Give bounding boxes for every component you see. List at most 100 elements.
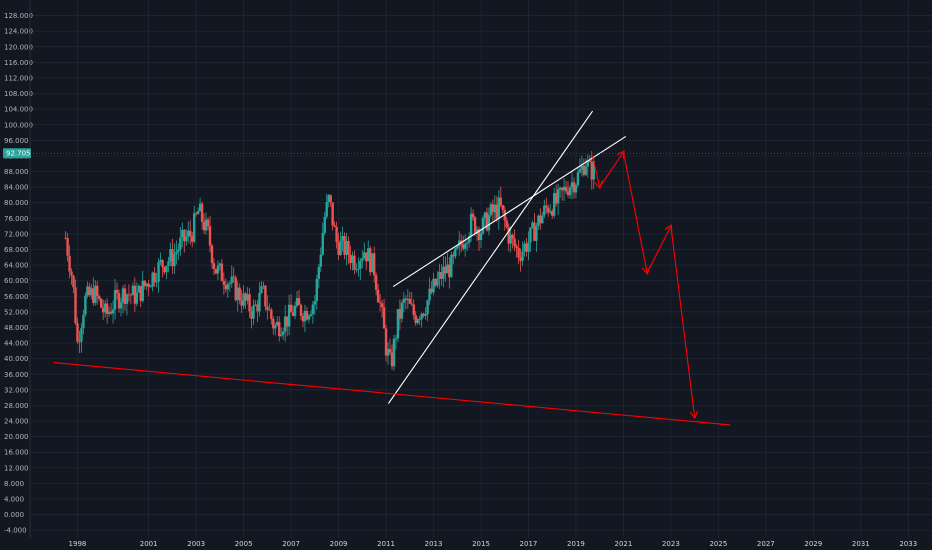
x-tick-label: 2021 [615, 540, 633, 548]
candle-body [214, 268, 218, 274]
y-tick-label: 20.000 [4, 433, 29, 441]
candle-body [448, 264, 451, 278]
candle-body [293, 305, 297, 316]
candle-body [92, 288, 95, 303]
y-tick-label: 16.000 [4, 449, 29, 457]
candle-body [121, 288, 125, 303]
candle-body [390, 352, 394, 367]
candle-body [545, 205, 548, 208]
candle-body [489, 204, 493, 216]
candle-body [103, 303, 107, 313]
candle-body [580, 165, 584, 170]
candle-body [242, 293, 245, 306]
x-tick-label: 2027 [757, 540, 775, 548]
y-tick-label: 120.000 [4, 43, 33, 51]
candle-body [479, 233, 483, 241]
candle-body [232, 276, 235, 278]
candle-body [475, 229, 479, 234]
candle-body [167, 261, 170, 266]
candle-body [533, 222, 536, 241]
candle-body [274, 325, 277, 329]
y-tick-label: 4.000 [4, 496, 24, 504]
y-tick-label: 40.000 [4, 355, 29, 363]
candle-body [408, 298, 411, 304]
candle-body [430, 288, 433, 293]
y-tick-label: 72.000 [4, 230, 29, 238]
y-tick-label: 84.000 [4, 184, 29, 192]
candle-body [123, 288, 127, 304]
forecast-arrow[interactable] [592, 155, 600, 187]
candle-body [133, 285, 137, 304]
candle-body [337, 242, 340, 255]
drawing-annotations[interactable] [53, 110, 731, 426]
candle-body [446, 264, 449, 274]
candle-body [228, 283, 231, 285]
candle-body [64, 237, 67, 239]
candle-body [428, 288, 431, 301]
candle-body [454, 248, 457, 257]
support-line[interactable] [53, 362, 731, 426]
candle-body [450, 254, 453, 278]
y-tick-label: 96.000 [4, 137, 29, 145]
candle-body [165, 265, 168, 273]
candle-body [196, 211, 200, 215]
candle-body [331, 202, 334, 226]
candle-body [432, 278, 435, 293]
forecast-arrow[interactable] [599, 152, 624, 188]
y-tick-label: 32.000 [4, 386, 29, 394]
candle-body [359, 260, 362, 269]
candle-body [501, 205, 504, 210]
y-tick-label: 52.000 [4, 308, 29, 316]
candle-body [127, 294, 131, 296]
candle-body [181, 229, 184, 238]
candle-body [80, 328, 83, 342]
candle-body [169, 249, 172, 262]
y-tick-label: 108.000 [4, 90, 33, 98]
candle-body [345, 240, 348, 255]
candle-body [434, 278, 437, 286]
candle-body [319, 254, 322, 267]
candle-body [592, 161, 595, 180]
candle-body [86, 286, 89, 296]
candle-body [254, 304, 257, 306]
channel-line[interactable] [387, 110, 594, 404]
candle-body [250, 311, 253, 319]
candle-body [159, 260, 162, 263]
candle-body [98, 296, 101, 299]
candle-body [353, 255, 356, 270]
candle-body [376, 289, 380, 303]
candle-body [412, 304, 415, 316]
candle-body [153, 272, 156, 283]
candle-body [192, 213, 196, 242]
candle-body [208, 226, 212, 246]
channel-line[interactable] [392, 135, 627, 288]
candle-body [519, 257, 522, 261]
x-axis[interactable]: 1998 2001 2003 2005 2007 2009 2011 2013 2015 2017… [69, 540, 918, 548]
candle-body [422, 313, 425, 316]
candle-body [420, 313, 423, 320]
candle-body [505, 220, 508, 228]
candle-body [149, 286, 152, 288]
candle-body [517, 247, 520, 258]
candle-body [554, 193, 558, 204]
candle-body [521, 251, 524, 261]
current-price-tag-bg [3, 148, 31, 159]
y-axis[interactable]: -4.000 0.000 4.000 8.000 12.000 16.000 20.000 2… [4, 0, 33, 538]
forecast-arrow[interactable] [646, 226, 671, 274]
candle-body [147, 283, 150, 288]
candle-body [173, 254, 176, 267]
candle-body [202, 221, 206, 231]
candle-body [185, 236, 188, 242]
candle-body [456, 246, 459, 249]
candle-body [76, 323, 79, 342]
candle-body [171, 249, 174, 267]
candle-body [539, 215, 542, 224]
forecast-arrow[interactable] [622, 151, 647, 273]
candle-body [491, 204, 495, 213]
candle-body [191, 236, 194, 242]
candle-body [388, 349, 392, 353]
forecast-arrow[interactable] [670, 226, 695, 417]
x-tick-label: 2019 [567, 540, 585, 548]
y-tick-label: 124.000 [4, 28, 33, 36]
